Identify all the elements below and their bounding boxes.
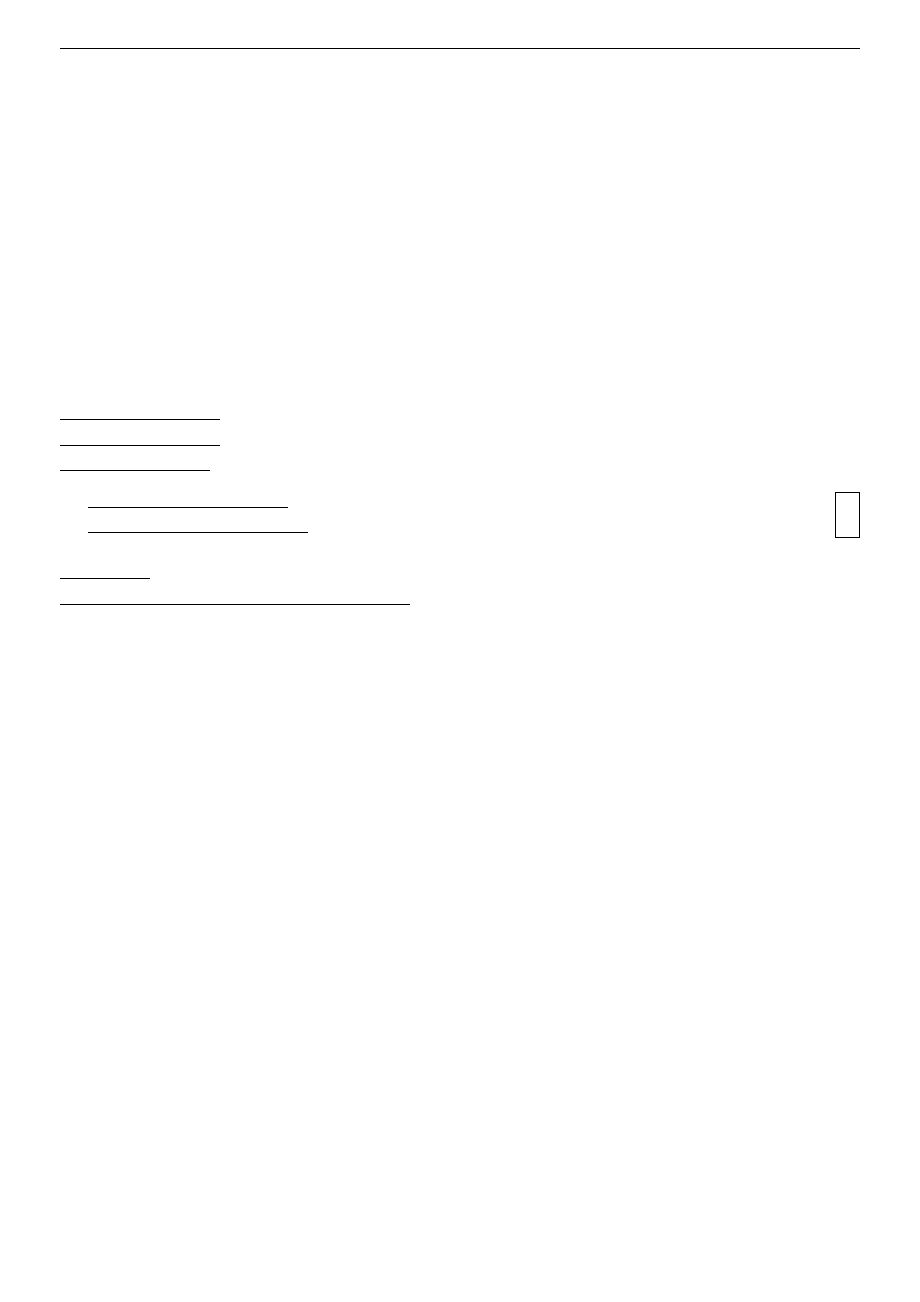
q21-line2: [60, 430, 860, 455]
fig1-svg: [140, 59, 400, 229]
q21: [60, 404, 860, 480]
blank: [60, 430, 140, 445]
blank: [60, 564, 150, 579]
q21-line3: [60, 455, 860, 480]
blank: [188, 493, 288, 508]
q22-line1: [60, 492, 860, 517]
flow-svg: [500, 248, 860, 358]
blank: [60, 589, 410, 604]
header-rule: [60, 48, 860, 49]
blank: [140, 405, 220, 420]
fig2-container: [480, 59, 780, 238]
q20-flow: [500, 248, 860, 367]
element-box: [835, 492, 860, 538]
blank: [140, 430, 220, 445]
q20: [60, 248, 860, 377]
q21-line1: [60, 404, 860, 429]
q23-p2-line3: [60, 589, 860, 614]
blank: [88, 518, 308, 533]
q22-line2: [60, 517, 860, 542]
fig2-svg: [480, 59, 780, 229]
blank: [60, 405, 140, 420]
q23: [60, 555, 860, 621]
fig1-container: [140, 59, 400, 238]
q19-figures: [100, 59, 820, 238]
q22: [60, 492, 860, 543]
blank: [88, 493, 188, 508]
blank: [60, 455, 210, 470]
q23-p2-line2: [60, 563, 860, 588]
